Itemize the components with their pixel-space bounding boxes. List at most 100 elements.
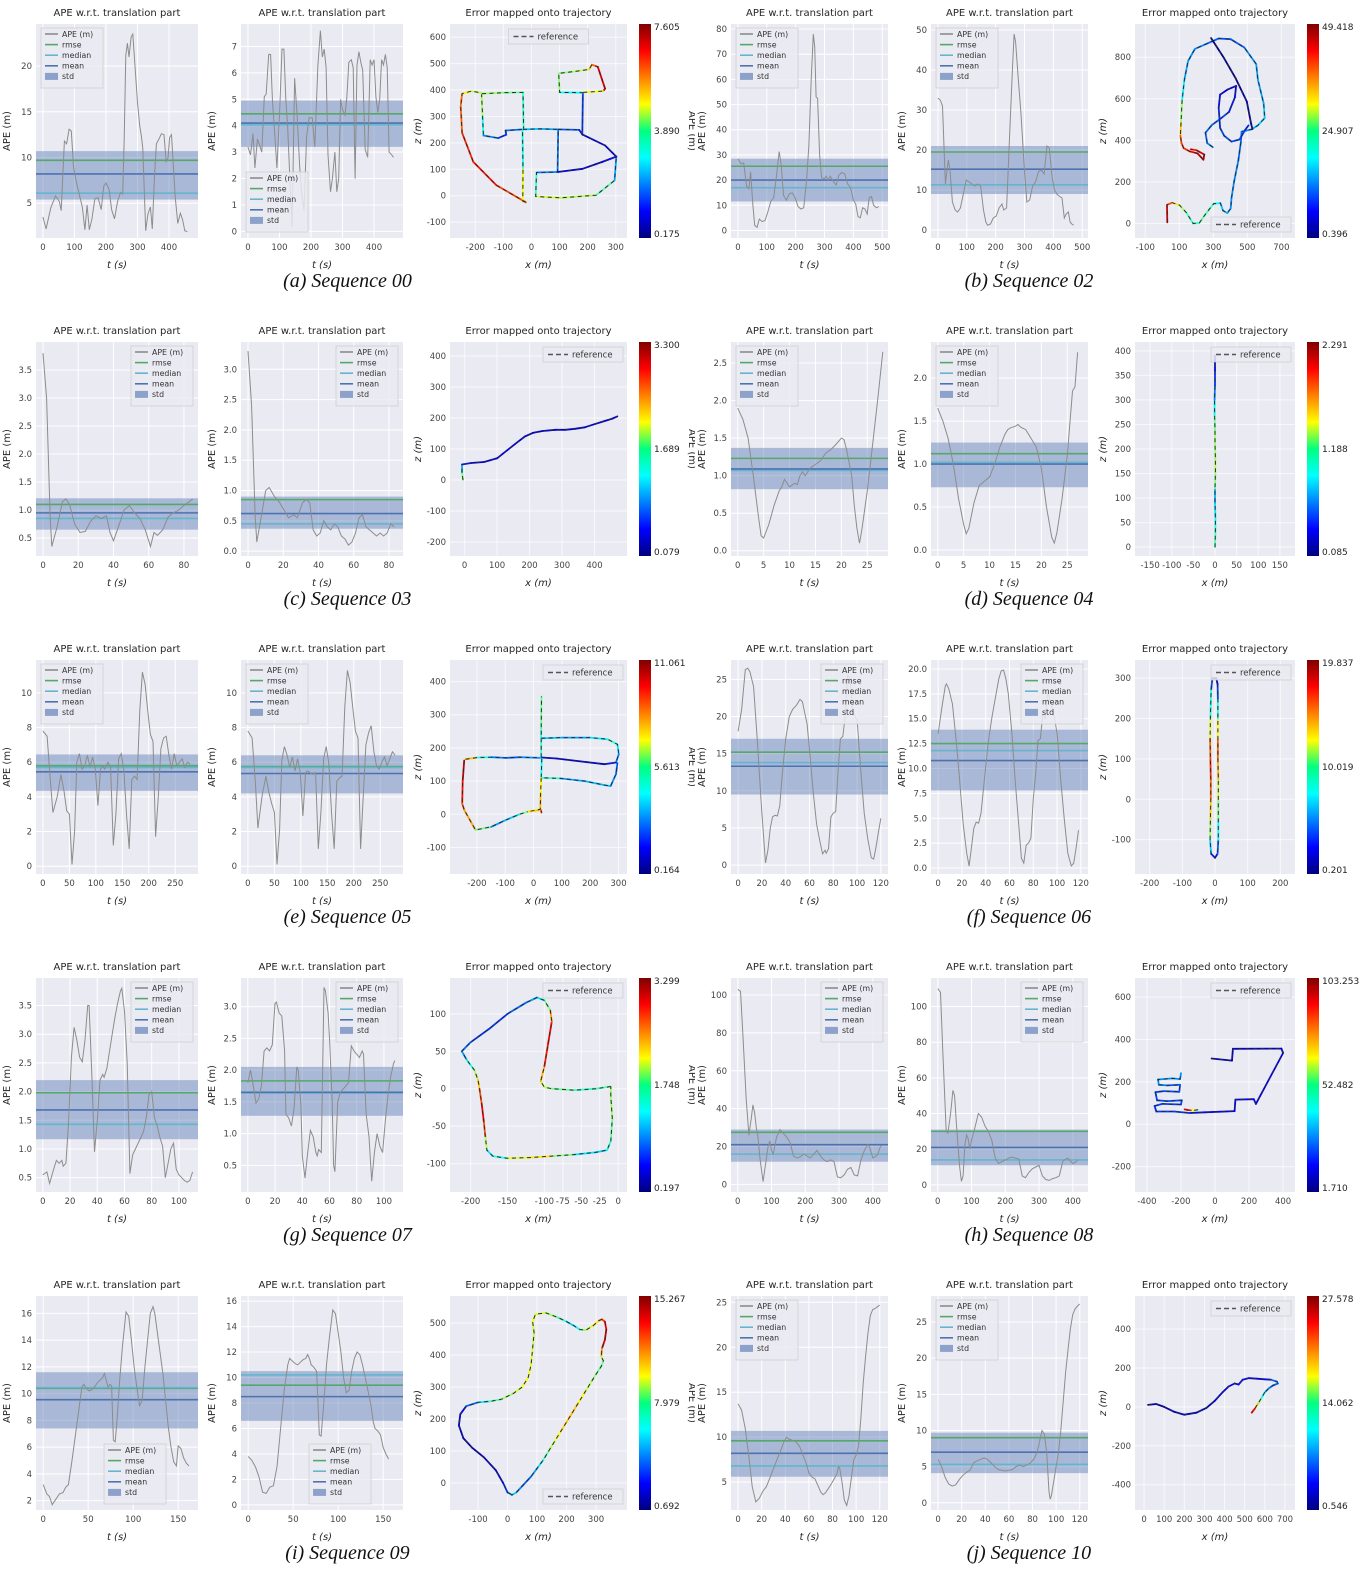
colorbar-mid: 7.979 [654,1399,680,1409]
svg-text:5: 5 [722,824,727,834]
svg-text:120: 120 [1072,1515,1088,1525]
svg-text:25: 25 [716,1298,727,1308]
svg-text:-400: -400 [1112,1481,1131,1491]
svg-text:60: 60 [803,1515,814,1525]
svg-text:reference: reference [1240,987,1281,997]
svg-text:reference: reference [1240,221,1281,231]
plot-title: APE w.r.t. translation part [54,326,181,337]
svg-text:20: 20 [21,62,32,72]
svg-text:mean: mean [62,62,84,71]
reference-legend: reference [1210,664,1292,681]
svg-text:0: 0 [245,243,250,253]
svg-text:300: 300 [1115,674,1131,684]
x-axis-label: t (s) [799,260,819,271]
y-axis-label: APE (m) [697,1383,708,1423]
svg-text:1.5: 1.5 [913,417,927,427]
svg-text:APE (m): APE (m) [842,984,873,993]
svg-text:-100: -100 [535,1197,554,1207]
svg-text:100: 100 [1156,1515,1172,1525]
x-axis-label: t (s) [999,578,1019,589]
svg-text:50: 50 [1120,519,1131,529]
svg-text:8: 8 [27,1416,32,1426]
svg-text:mean: mean [757,380,779,389]
svg-text:4: 4 [232,793,237,803]
svg-text:0: 0 [40,1515,45,1525]
svg-text:400: 400 [586,561,602,571]
svg-text:3.5: 3.5 [18,1002,32,1012]
svg-text:5: 5 [961,561,966,571]
ape-plot: 0 100 200 300 400 5 10 15 20 APE w.r.t. translati… [2,8,198,271]
svg-text:50: 50 [1231,561,1242,571]
svg-text:400: 400 [1065,1197,1081,1207]
svg-text:10: 10 [716,1433,727,1443]
svg-text:0: 0 [735,1515,740,1525]
svg-text:20: 20 [270,1197,281,1207]
svg-text:-100: -100 [427,507,446,517]
svg-text:0: 0 [232,1501,237,1511]
reference-path [1153,1048,1284,1114]
y-axis-label: z (m) [413,118,424,145]
colorbar-max: 103.253 [1322,977,1359,987]
svg-text:40: 40 [916,1110,927,1120]
x-axis-label: t (s) [107,260,127,271]
svg-text:300: 300 [831,1197,847,1207]
svg-text:20: 20 [716,1143,727,1153]
svg-text:200: 200 [303,243,319,253]
svg-text:200: 200 [997,1197,1013,1207]
svg-text:rmse: rmse [357,994,377,1003]
svg-text:15: 15 [716,750,727,760]
svg-text:100: 100 [1115,494,1131,504]
colorbar: 27.578 14.062 0.546 [1307,1295,1354,1512]
svg-text:200: 200 [1115,1364,1131,1374]
svg-text:median: median [125,1467,154,1476]
svg-text:-100: -100 [1162,561,1181,571]
ape-series-line [42,671,191,865]
svg-text:0: 0 [722,226,727,236]
svg-text:120: 120 [1073,879,1089,889]
svg-text:rmse: rmse [62,40,82,49]
svg-text:median: median [357,1005,386,1014]
sequence-caption: (f) Sequence 06 [966,906,1092,928]
svg-text:300: 300 [554,561,570,571]
svg-text:100: 100 [959,243,975,253]
plot-title: Error mapped onto trajectory [465,962,611,973]
trajectory-plot: -100 0 100 200 300 0 100 200 300 400 500 Error mapp… [413,1280,695,1543]
svg-text:14: 14 [226,1323,237,1333]
seq07-trajectory-plot: -200 -150 -100 -75 -50 -25 0 -100 -50 0 50 100 Error… [410,958,695,1230]
svg-text:600: 600 [1115,95,1131,105]
svg-text:100: 100 [551,243,567,253]
reference-legend: reference [1210,1300,1292,1317]
svg-text:8: 8 [27,724,32,734]
svg-text:-50: -50 [432,1122,446,1132]
svg-text:120: 120 [872,1515,888,1525]
seq02-trajectory-plot: -100 100 300 500 700 0 200 400 600 800 Error mappe… [1095,4,1363,276]
svg-text:0: 0 [27,862,32,872]
svg-text:200: 200 [558,1515,574,1525]
seq10-ape-plot-1: 0 20 40 60 80 100 120 5 10 15 20 25 APE w.r.t. trans… [695,1276,895,1548]
svg-text:0: 0 [615,1197,620,1207]
svg-text:0: 0 [1126,795,1131,805]
sequence-caption: (b) Sequence 02 [964,270,1094,292]
colorbar-mid: 1.689 [654,445,680,455]
reference-legend: reference [508,28,589,45]
colorbar-max: 19.837 [1322,659,1354,669]
x-axis-label: x (m) [1201,1532,1229,1543]
colorbar-mid: 24.907 [1322,127,1354,137]
colorbar-min: 0.085 [1322,548,1348,558]
svg-text:median: median [267,195,296,204]
svg-text:APE (m): APE (m) [957,348,988,357]
figure-row: 0 20 40 60 80 100 0.5 1.0 1.5 2.0 2.5 3.0 3.5 APE w.r… [0,958,1363,1230]
svg-text:mean: mean [842,698,864,707]
ape-plot: 0 50 100 150 200 250 0 2 4 6 8 10 APE w.r.t. transla… [2,644,198,907]
x-axis-label: t (s) [999,1532,1019,1543]
svg-text:-50: -50 [574,1197,588,1207]
reference-legend: reference [542,664,624,681]
reference-legend: reference [1210,982,1292,999]
svg-text:APE (m): APE (m) [842,666,873,675]
svg-text:0: 0 [245,879,250,889]
svg-text:100: 100 [125,1515,141,1525]
